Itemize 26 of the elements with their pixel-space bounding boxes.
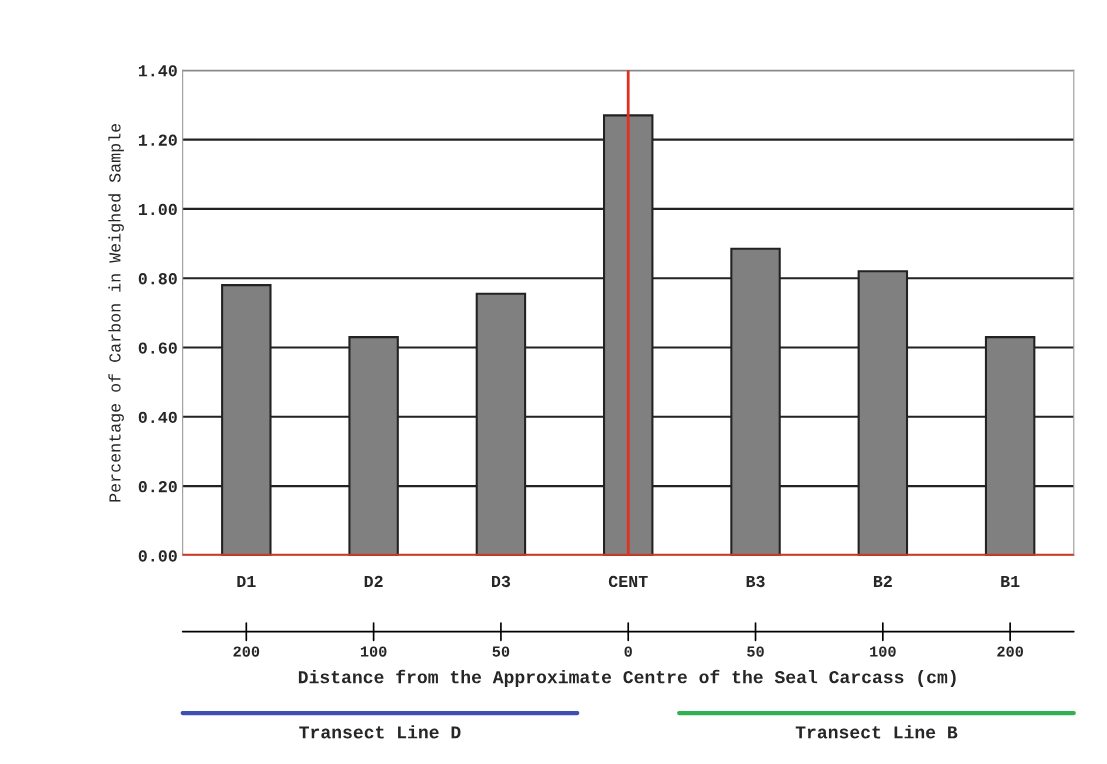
- text: Transect Line D: [299, 725, 461, 739]
- x-tick-label: D2: [364, 575, 383, 587]
- y-tick-label: 0.00: [138, 550, 177, 562]
- y-tick-label: 0.60: [138, 342, 177, 354]
- annotation: 100: [870, 646, 896, 657]
- y-axis-title: Percentage of Carbon in Weighed Sample: [108, 123, 124, 502]
- x-tick-label: CENT: [608, 575, 648, 588]
- annotation: 50: [492, 646, 510, 657]
- y-tick-label: 0.20: [138, 481, 177, 493]
- annotation: 200: [233, 646, 260, 657]
- y-tick-label: 1.00: [138, 203, 177, 216]
- y-tick-label: 1.40: [138, 65, 177, 77]
- text: Transect Line B: [795, 725, 958, 739]
- x-tick-label: B3: [746, 575, 765, 588]
- annotation: 200: [997, 646, 1024, 657]
- y-tick-label: 0.40: [138, 411, 177, 424]
- x-tick-label: D3: [492, 575, 511, 588]
- x-tick-label: B1: [1001, 575, 1020, 587]
- x-tick-label: D1: [237, 575, 256, 587]
- y-tick-label: 0.80: [138, 273, 177, 285]
- y-tick-label: 1.20: [138, 134, 177, 146]
- annotation: 100: [360, 646, 387, 657]
- annotation: 0: [624, 646, 632, 657]
- annotation: 50: [747, 646, 764, 657]
- x-axis-title: Distance from the Approximate Centre of the Seal Carcass (cm): [298, 669, 956, 687]
- x-tick-label: B2: [873, 575, 892, 587]
